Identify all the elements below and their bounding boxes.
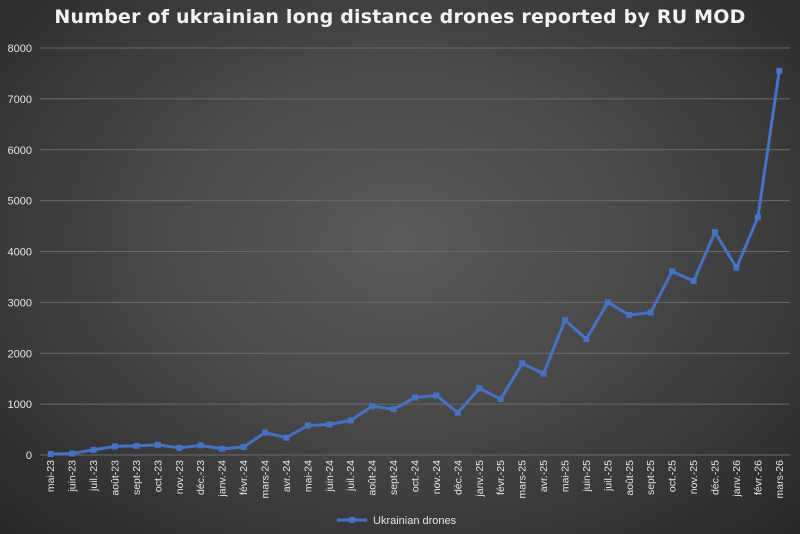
x-tick-label: mars-25 (517, 460, 529, 499)
x-axis-ticks: mai-23 juin-23 juil.-23 août-23 sept-23 oct.-… (45, 460, 786, 499)
legend-label: Ukrainian drones (373, 515, 457, 527)
y-tick-label: 7000 (8, 94, 32, 106)
x-tick-label: juin-24 (324, 460, 336, 493)
legend: Ukrainian drones (337, 515, 457, 527)
x-tick-label: juil.-23 (88, 460, 100, 492)
x-tick-label: févr.-26 (752, 460, 764, 495)
x-tick-label: avr.-24 (281, 460, 293, 492)
data-point (326, 421, 333, 428)
grid-lines (40, 47, 790, 456)
x-tick-label: mars-24 (260, 460, 272, 499)
data-point (712, 229, 718, 236)
data-point (283, 434, 290, 441)
y-tick-label: 3000 (8, 297, 32, 309)
y-tick-label: 5000 (8, 196, 32, 208)
x-tick-label: janv.-26 (731, 460, 743, 498)
x-tick-label: sept-24 (388, 460, 400, 495)
data-point (412, 394, 418, 401)
x-tick-label: avr.-25 (538, 460, 550, 492)
x-tick-label: janv.-24 (217, 460, 229, 498)
data-point (583, 336, 590, 343)
data-point (540, 370, 547, 377)
x-tick-label: mai-25 (560, 460, 572, 492)
data-point (733, 264, 740, 271)
series-layer (47, 67, 783, 457)
x-tick-label: sept-25 (645, 460, 657, 495)
data-point (454, 409, 461, 416)
x-tick-label: août-24 (367, 460, 379, 496)
x-tick-label: nov.-25 (688, 460, 700, 494)
x-tick-label: mai-24 (302, 460, 314, 492)
x-tick-label: mars-26 (774, 460, 786, 499)
data-point (240, 443, 247, 450)
x-tick-label: oct.-24 (410, 460, 422, 492)
x-tick-label: nov.-24 (431, 460, 443, 494)
y-axis-ticks: 0 1000 2000 3000 4000 5000 6000 7000 8000 (8, 43, 32, 462)
y-tick-label: 6000 (8, 145, 32, 157)
data-point (390, 406, 397, 413)
x-tick-label: oct.-23 (152, 460, 164, 492)
data-point (776, 67, 783, 74)
data-point (197, 442, 204, 449)
data-point (347, 417, 354, 424)
data-point (626, 312, 633, 319)
x-tick-label: mai-23 (45, 460, 57, 492)
data-point (604, 299, 611, 306)
x-tick-label: août-23 (110, 460, 122, 496)
data-point (47, 450, 54, 457)
data-point (219, 445, 226, 452)
y-tick-label: 2000 (8, 348, 32, 360)
data-point (69, 450, 76, 457)
data-point (90, 446, 97, 453)
data-point (112, 443, 118, 450)
data-point (476, 385, 483, 392)
data-point (562, 317, 568, 324)
x-tick-label: déc.-25 (710, 460, 722, 495)
data-point (262, 429, 268, 436)
data-point (669, 268, 676, 275)
x-tick-label: août-25 (624, 460, 636, 496)
x-tick-label: juil.-24 (345, 460, 357, 492)
x-tick-label: janv.-25 (474, 460, 486, 498)
data-point (154, 441, 161, 448)
x-tick-label: déc.-24 (452, 460, 464, 495)
x-tick-label: févr.-25 (495, 460, 507, 495)
data-point (304, 422, 311, 429)
x-tick-label: juil.-25 (602, 460, 614, 492)
data-point (519, 360, 526, 367)
y-tick-label: 4000 (8, 247, 32, 259)
data-point (497, 396, 504, 403)
data-point (133, 442, 140, 449)
data-point (369, 403, 376, 410)
x-tick-label: févr.-24 (238, 460, 250, 495)
y-tick-label: 1000 (8, 399, 32, 411)
legend-marker-swatch (349, 517, 355, 523)
x-tick-label: juin-25 (581, 460, 593, 493)
x-tick-label: oct.-25 (667, 460, 679, 492)
x-tick-label: sept-23 (131, 460, 143, 495)
y-tick-label: 0 (26, 450, 32, 462)
x-tick-label: déc.-23 (195, 460, 207, 495)
x-tick-label: nov.-23 (174, 460, 186, 494)
data-point (433, 392, 440, 399)
data-point (647, 309, 654, 316)
data-point (754, 214, 761, 221)
chart-title: Number of ukrainian long distance drones… (54, 6, 746, 28)
y-tick-label: 8000 (8, 43, 32, 55)
x-tick-label: juin-23 (67, 460, 79, 493)
data-point (690, 278, 697, 285)
data-point (176, 444, 183, 451)
